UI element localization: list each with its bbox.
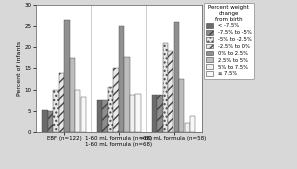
X-axis label: 1-60 mL formula (n=68): 1-60 mL formula (n=68) — [85, 142, 152, 147]
Legend: < -7.5%, -7.5% to -5%, -5% to -2.5%, -2.5% to 0%, 0% to 2.5%, 2.5% to 5%, 5% to : < -7.5%, -7.5% to -5%, -5% to -2.5%, -2.… — [204, 3, 254, 79]
Bar — [113, 68, 119, 132]
Bar — [69, 58, 75, 132]
Bar — [184, 123, 190, 132]
Bar — [130, 95, 135, 132]
Y-axis label: Percent of infants: Percent of infants — [17, 41, 22, 96]
Bar — [64, 20, 69, 132]
Bar — [152, 95, 157, 132]
Bar — [124, 57, 130, 132]
Bar — [75, 90, 80, 132]
Bar — [179, 79, 184, 132]
Bar — [53, 90, 59, 132]
Bar — [59, 73, 64, 132]
Bar — [48, 111, 53, 132]
Bar — [157, 95, 162, 132]
Bar — [80, 97, 86, 132]
Bar — [190, 116, 195, 132]
Bar — [135, 94, 141, 132]
Bar — [168, 51, 173, 132]
Bar — [173, 22, 179, 132]
Bar — [102, 100, 108, 132]
Bar — [108, 88, 113, 132]
Bar — [163, 43, 168, 132]
Bar — [97, 100, 102, 132]
Bar — [42, 110, 48, 132]
Bar — [119, 26, 124, 132]
